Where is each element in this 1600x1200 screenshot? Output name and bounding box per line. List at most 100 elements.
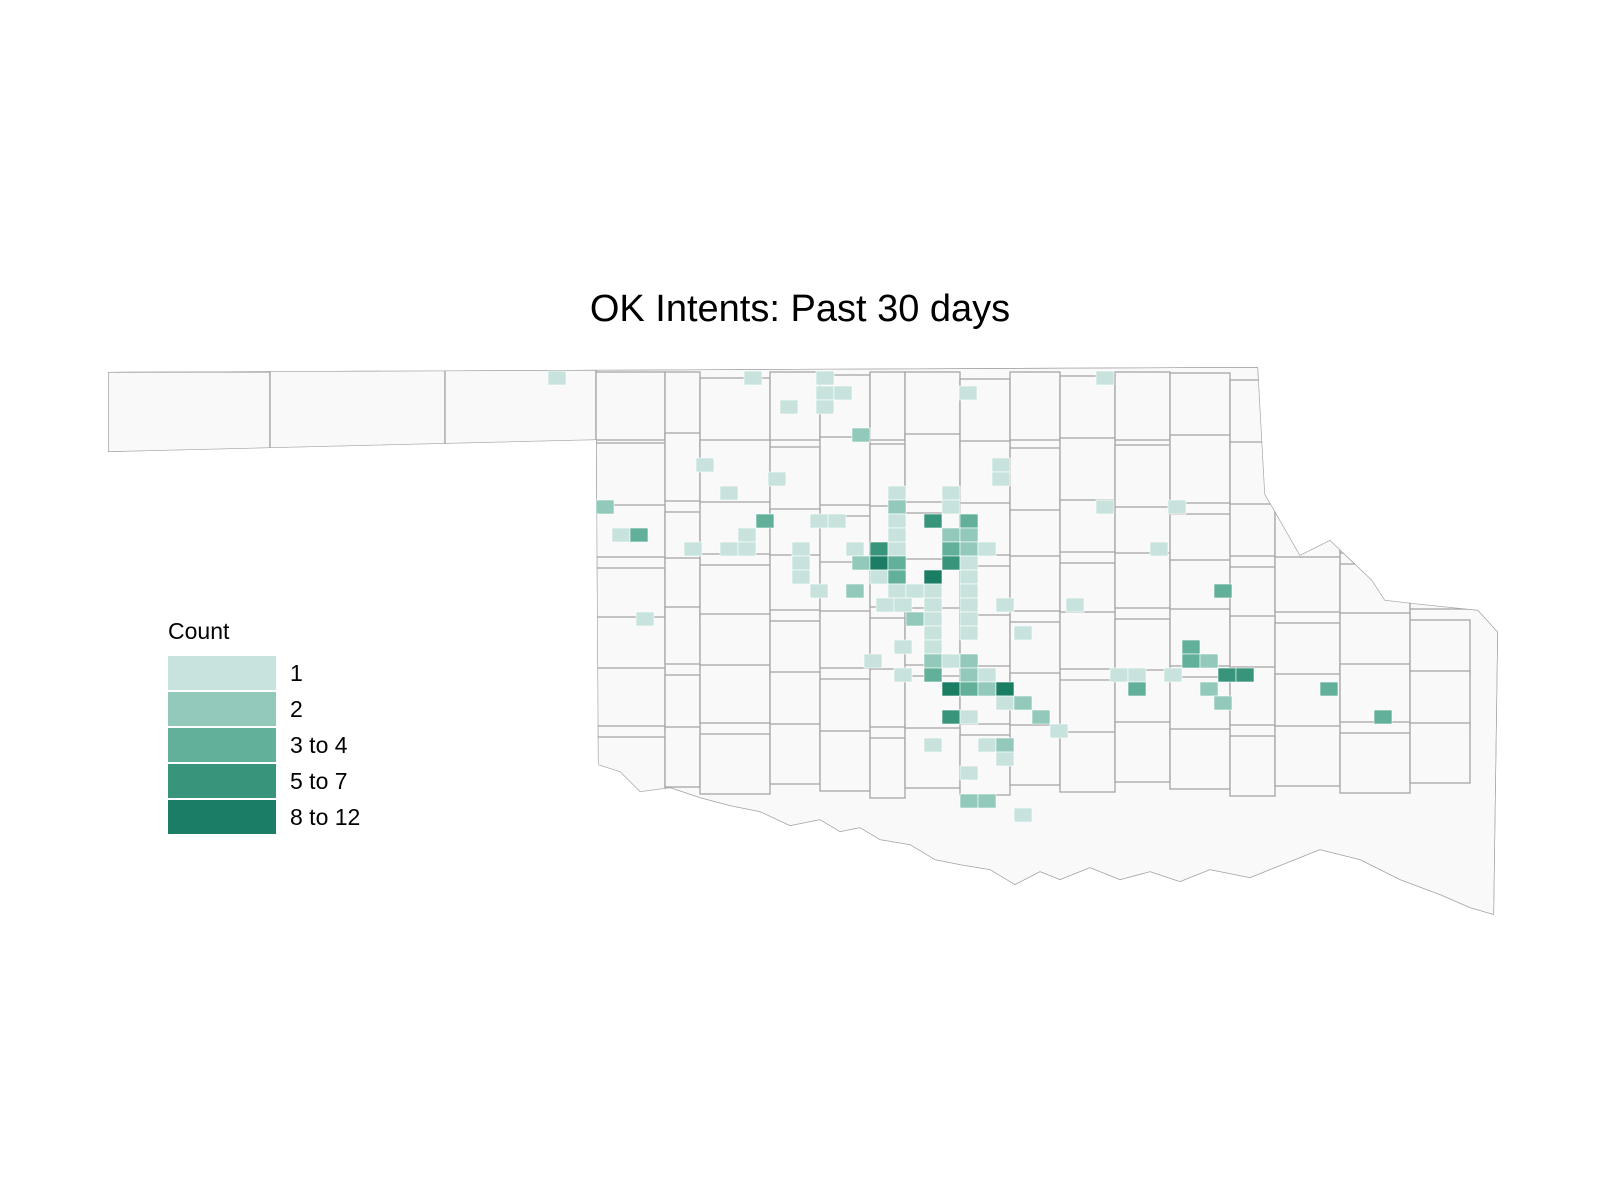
legend-label: 8 to 12 [290, 803, 361, 830]
intent-cell [1199, 653, 1219, 669]
county [664, 432, 701, 502]
intent-cell [959, 653, 979, 669]
county [1409, 722, 1471, 784]
county [1274, 431, 1341, 501]
intent-cell [743, 370, 763, 386]
intent-cell [1013, 807, 1033, 823]
intent-cell [887, 485, 907, 501]
intent-cell [1217, 667, 1237, 683]
county [595, 442, 666, 512]
county [819, 436, 871, 506]
county [1229, 566, 1276, 623]
intent-cell [1049, 723, 1069, 739]
county [1274, 725, 1341, 787]
intent-cell [923, 597, 943, 613]
legend-label: 5 to 7 [290, 767, 348, 794]
intent-cell [941, 527, 961, 543]
intent-cell [1199, 681, 1219, 697]
intent-cell [815, 385, 835, 401]
intent-cell [845, 541, 865, 557]
intent-cell [851, 555, 871, 571]
intent-cell-layer [547, 370, 1393, 823]
county [1059, 375, 1116, 445]
map-title: OK Intents: Past 30 days [589, 288, 1011, 330]
intent-cell [1235, 667, 1255, 683]
intent-cell [595, 499, 615, 515]
intent-cell [941, 485, 961, 501]
intent-cell [815, 399, 835, 415]
county [1409, 670, 1471, 730]
intent-cell [959, 625, 979, 641]
county [1009, 447, 1061, 517]
intent-cell [755, 513, 775, 529]
intent-cell [863, 653, 883, 669]
intent-cell [959, 765, 979, 781]
intent-cell [887, 527, 907, 543]
legend-item-3-to-4: 3 to 4 [168, 727, 360, 763]
intent-cell [809, 583, 829, 599]
county [664, 606, 701, 665]
county [1169, 513, 1231, 567]
county [1409, 507, 1471, 561]
intent-cell [827, 513, 847, 529]
intent-cell [767, 471, 787, 487]
legend-title: Count [168, 618, 230, 644]
intent-cell [887, 541, 907, 557]
county [1409, 553, 1471, 610]
intent-cell [887, 569, 907, 585]
intent-cell [875, 597, 895, 613]
intent-cell [779, 399, 799, 415]
intent-cell [959, 709, 979, 725]
intent-cell [869, 555, 889, 571]
legend-swatch [168, 763, 276, 799]
intent-cell [959, 681, 979, 697]
intent-cell [941, 555, 961, 571]
intent-cell [959, 555, 979, 571]
intent-cell [977, 667, 997, 683]
intent-cell [923, 667, 943, 683]
intent-cell [887, 555, 907, 571]
intent-cell [1319, 681, 1339, 697]
county [1229, 615, 1276, 674]
county [819, 730, 871, 792]
county [1169, 434, 1231, 504]
intent-cell [959, 541, 979, 557]
intent-cell [1373, 709, 1393, 725]
intent-cell [1213, 695, 1233, 711]
intent-cell [941, 499, 961, 515]
county [664, 557, 701, 614]
county [769, 723, 821, 785]
intent-cell [1127, 681, 1147, 697]
county [819, 678, 871, 738]
legend-swatch [168, 727, 276, 763]
intent-cell [719, 541, 739, 557]
legend: Count 1 2 3 to 4 5 to 7 8 to 12 [168, 618, 360, 835]
intent-cell [1167, 499, 1187, 515]
county [1274, 556, 1341, 613]
intent-cell [923, 569, 943, 585]
intent-cell [1095, 370, 1115, 386]
legend-item-8-to-12: 8 to 12 [168, 799, 360, 835]
legend-item-2: 2 [168, 691, 360, 727]
county [664, 371, 701, 441]
county [1409, 619, 1471, 678]
intent-cell [941, 653, 961, 669]
county [1114, 618, 1171, 677]
county [1229, 735, 1276, 797]
county [699, 664, 771, 724]
county [699, 564, 771, 621]
intent-cell [833, 385, 853, 401]
intent-cell [1095, 499, 1115, 515]
intent-cell [1181, 639, 1201, 655]
intent-cell [629, 527, 649, 543]
intent-cell [1031, 709, 1051, 725]
intent-cell [995, 695, 1015, 711]
county-beaver [444, 369, 597, 453]
county [1339, 438, 1411, 508]
county [1009, 509, 1061, 563]
intent-cell [683, 541, 703, 557]
county [1114, 552, 1171, 609]
intent-cell [845, 583, 865, 599]
